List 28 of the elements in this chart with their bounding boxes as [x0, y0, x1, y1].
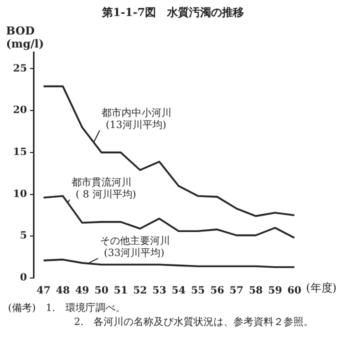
x-tick-label: 60: [287, 286, 302, 297]
series-label: 都市貫流河川 ( 8 河川平均): [72, 176, 136, 200]
x-tick-label: 51: [114, 286, 128, 297]
series-label: その他主要河川 (33河川平均): [100, 235, 170, 260]
chart-title: 第1-1-7図 水質汚濁の推移: [100, 5, 246, 21]
text: (備考) 1. 環境庁調べ。: [7, 302, 126, 316]
y-tick-label: 25: [12, 63, 27, 74]
y-tick-label: 15: [12, 147, 27, 158]
y-tick-label: 10: [12, 188, 27, 200]
series-label: 都市内中小河川 (13河川平均): [102, 106, 172, 131]
x-tick-label: 55: [190, 286, 205, 297]
x-tick-label: 47: [36, 286, 51, 297]
x-tick-label: 53: [152, 286, 166, 297]
text: 2. 各河川の名称及び水質状況は、参考資料２参照。: [73, 316, 315, 330]
x-tick-label: 50: [94, 286, 108, 297]
y-tick-label: 20: [12, 105, 27, 116]
x-axis-title: (年度): [306, 281, 337, 294]
y-tick-label: 0: [20, 272, 27, 284]
x-tick-label: 57: [230, 286, 244, 297]
x-tick-label: 56: [210, 286, 224, 297]
x-tick-label: 48: [56, 286, 70, 297]
x-tick-label: 58: [248, 286, 263, 297]
x-tick-label: 59: [268, 286, 282, 297]
x-tick-label: 49: [75, 286, 90, 297]
y-axis-title: BOD (mg/l): [6, 24, 44, 50]
x-tick-label: 54: [172, 286, 186, 297]
y-tick-label: 5: [20, 230, 27, 242]
x-tick-label: 52: [133, 286, 148, 297]
